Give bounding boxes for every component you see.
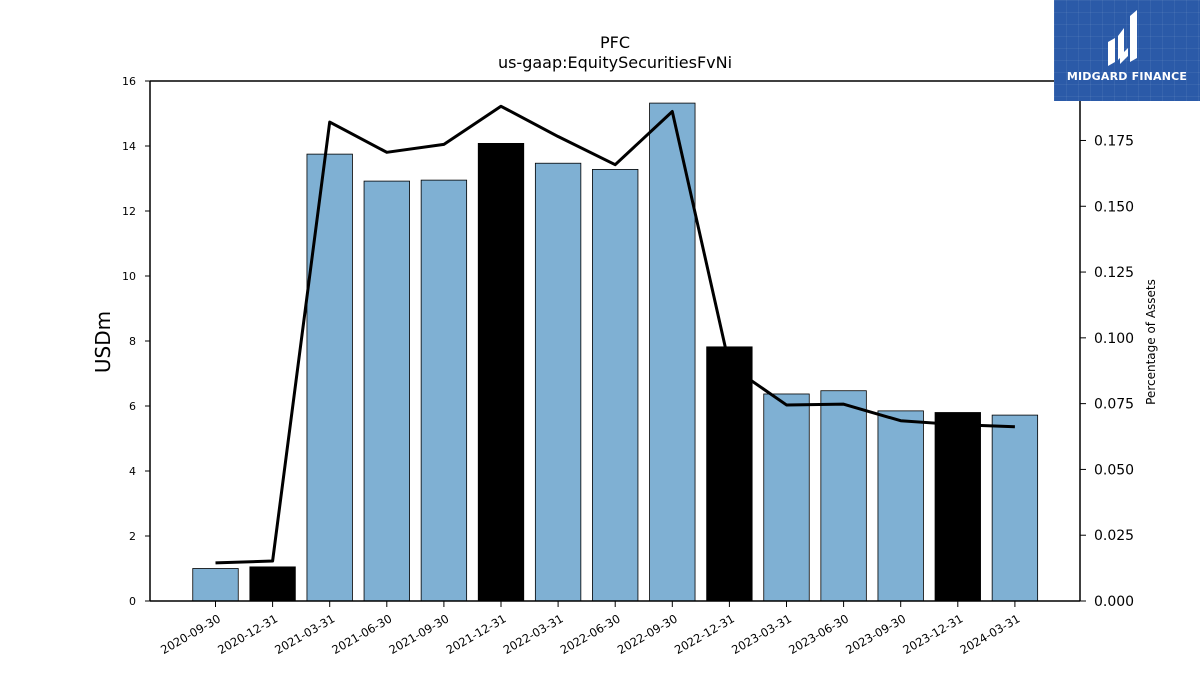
y-tick-label: 6: [129, 400, 136, 413]
x-tick-label: 2023-12-31: [900, 611, 965, 657]
bar-2023-09-30: [877, 410, 924, 602]
y-tick-label: 2: [129, 530, 136, 543]
bar-2024-03-31: [991, 414, 1039, 602]
y-tick-label: 10: [122, 270, 136, 283]
y-tick-label: 0: [129, 595, 136, 608]
bar-2021-12-31: [477, 142, 525, 602]
logo-text: MIDGARD FINANCE: [1066, 70, 1188, 83]
logo-mark-icon: [1108, 10, 1137, 66]
y2-axis-label: Percentage of Assets: [1144, 279, 1158, 405]
y-tick-label: 14: [122, 140, 136, 153]
x-tick-label: 2022-06-30: [558, 611, 623, 657]
x-tick-label: 2023-09-30: [843, 611, 908, 657]
y-tick-label: 16: [122, 75, 136, 88]
bar-2020-12-31: [249, 566, 296, 602]
bar-2021-06-30: [363, 180, 410, 602]
y2-tick-label: 0.025: [1094, 528, 1134, 544]
x-tick-label: 2022-12-31: [672, 611, 737, 657]
bar-2023-12-31: [934, 412, 981, 602]
y-tick-label: 8: [129, 335, 136, 348]
y2-tick-label: 0.000: [1094, 594, 1134, 610]
x-tick-label: 2021-03-31: [272, 611, 337, 657]
y-tick-label: 12: [122, 205, 136, 218]
midgard-finance-logo: MIDGARD FINANCE: [1054, 0, 1200, 101]
x-tick-label: 2022-09-30: [615, 611, 680, 657]
y2-tick-label: 0.150: [1094, 199, 1134, 215]
y2-tick-label: 0.175: [1094, 133, 1134, 149]
x-tick-label: 2021-09-30: [387, 611, 452, 657]
bar-2020-09-30: [192, 568, 239, 602]
chart-subtitle: us-gaap:EquitySecuritiesFvNi: [498, 53, 732, 72]
y2-tick-label: 0.075: [1094, 397, 1134, 413]
x-tick-label: 2020-09-30: [158, 611, 223, 657]
percentage-of-assets-line: [215, 104, 1015, 565]
bar-group: [192, 102, 1039, 602]
x-tick-label: 2021-06-30: [329, 611, 394, 657]
bar-2021-09-30: [420, 179, 468, 602]
x-tick-label: 2024-03-31: [958, 611, 1023, 657]
x-tick-label: 2022-03-31: [501, 611, 566, 657]
x-tick-label: 2023-06-30: [786, 611, 851, 657]
y2-tick-label: 0.050: [1094, 462, 1134, 478]
x-tick-label: 2020-12-31: [215, 611, 280, 657]
y-axis-label: USDm: [91, 311, 115, 373]
bar-2022-12-31: [706, 346, 753, 602]
bar-2022-06-30: [592, 168, 639, 602]
bar-2023-06-30: [820, 390, 867, 602]
percentage-line-group: [215, 104, 1015, 565]
y2-tick-label: 0.100: [1094, 331, 1134, 347]
y-tick-label: 4: [129, 465, 136, 478]
chart-title: PFC: [600, 33, 630, 52]
bar-2022-09-30: [649, 102, 696, 602]
bar-2021-03-31: [306, 153, 353, 602]
y2-tick-label: 0.125: [1094, 265, 1134, 281]
x-tick-label: 2023-03-31: [729, 611, 794, 657]
x-tick-label: 2021-12-31: [444, 611, 509, 657]
bar-2023-03-31: [763, 393, 810, 602]
bar-2022-03-31: [534, 162, 582, 602]
